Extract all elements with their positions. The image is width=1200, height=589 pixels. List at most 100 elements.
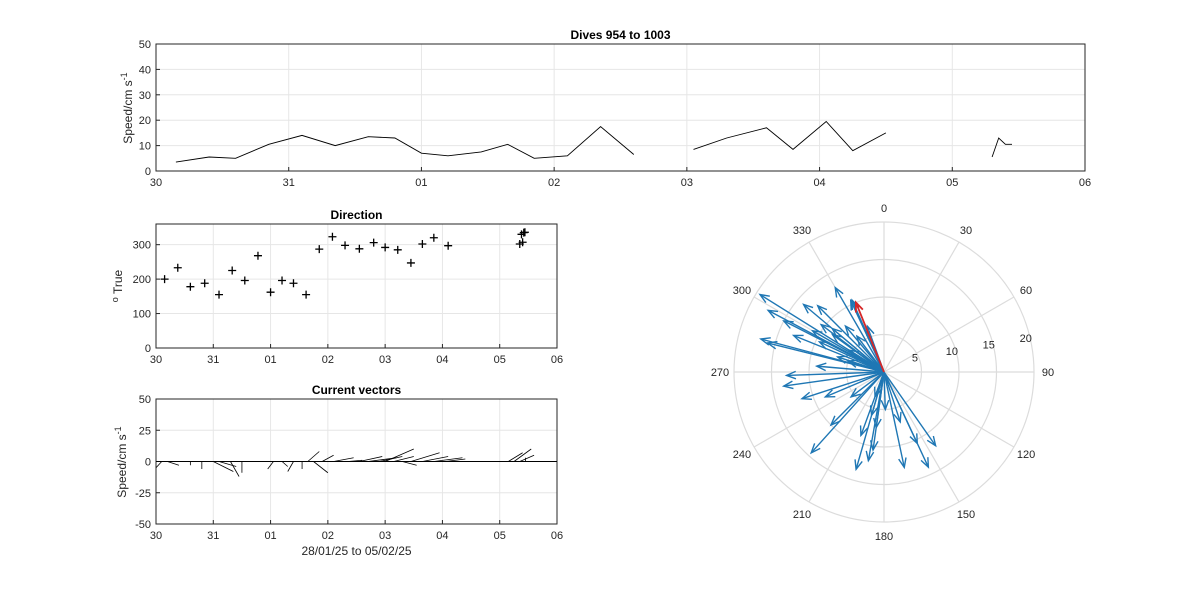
direction-point [278, 276, 287, 285]
polar-panel: 0 30 60 90 120 150 180 210 240 270 300 330 5 10 15 20 [711, 203, 1054, 543]
compass-vector-head [880, 399, 890, 412]
direction-point [355, 244, 364, 253]
compass-vector [812, 330, 885, 373]
x-tick-label: 01 [264, 354, 276, 366]
current-stick [445, 458, 466, 462]
compass-vector-head [920, 457, 930, 469]
current-stick [155, 461, 163, 469]
compass-vector-head [791, 334, 804, 343]
x-tick-label: 01 [264, 530, 276, 542]
theta-tick-label: 0 [881, 203, 887, 215]
current-stick [359, 456, 383, 462]
compass-vector [883, 371, 918, 444]
x-tick-label: 31 [207, 354, 219, 366]
y-tick-label: 100 [133, 309, 151, 321]
speed-line-segment [175, 126, 635, 163]
y-tick-label: 0 [145, 457, 151, 469]
y-tick-label: 40 [139, 64, 151, 76]
current-stick [513, 448, 532, 462]
compass-vector-head [823, 389, 836, 398]
current-stick [218, 461, 237, 467]
direction-point [200, 279, 209, 288]
current-stick [313, 461, 329, 474]
current-stick [307, 451, 320, 462]
current-stick [433, 457, 463, 462]
compass-vector-head [759, 337, 771, 346]
direction-point [215, 290, 224, 299]
current-stick [230, 461, 240, 477]
speed-line-segment [693, 120, 887, 152]
direction-point [328, 232, 337, 241]
direction-point [289, 279, 298, 288]
theta-tick-label: 270 [711, 367, 729, 379]
y-axis-label-superscript: -1 [119, 72, 129, 80]
chart-title: Dives 954 to 1003 [570, 28, 670, 42]
direction-point [406, 258, 415, 267]
mean-vector [855, 302, 885, 373]
compass-vector [867, 371, 885, 461]
vectors-panel: 30 31 01 02 03 04 05 06 -50 -25 0 25 50 Current vecto… [113, 383, 563, 558]
theta-tick-label: 90 [1042, 367, 1054, 379]
y-tick-label: -50 [135, 519, 151, 531]
compass-vector [825, 371, 885, 398]
direction-point [228, 266, 237, 275]
x-tick-label: 02 [548, 177, 560, 189]
compass-vector [767, 342, 885, 373]
compass-vector-head [849, 387, 861, 398]
current-stick [213, 461, 234, 472]
compass-vector [786, 371, 885, 377]
x-tick-label: 03 [379, 354, 391, 366]
y-axis-label: Speed/cm s-1 [113, 426, 129, 497]
direction-point [369, 238, 378, 247]
compass-vector-head [784, 370, 797, 380]
current-stick [410, 452, 440, 462]
compass-vector-head [810, 329, 823, 340]
x-tick-label: 04 [813, 177, 825, 189]
x-tick-label: 06 [551, 354, 563, 366]
x-tick-label: 31 [283, 177, 295, 189]
direction-point [186, 282, 195, 291]
compass-vector-head [893, 411, 902, 424]
compass-vector-head [814, 362, 827, 372]
current-stick [347, 459, 363, 462]
direction-point [518, 238, 527, 247]
chart-title: Current vectors [312, 383, 402, 397]
x-tick-label: 05 [494, 354, 506, 366]
direction-point [160, 275, 169, 284]
theta-tick-label: 120 [1017, 449, 1035, 461]
x-tick-label: 03 [379, 530, 391, 542]
theta-tick-label: 240 [733, 449, 751, 461]
x-tick-label: 31 [207, 530, 219, 542]
y-axis-label: o True [110, 270, 125, 303]
x-tick-label: 04 [436, 354, 448, 366]
direction-point [302, 290, 311, 299]
y-tick-label: 0 [145, 343, 151, 355]
compass-vector [801, 371, 885, 400]
compass-vector-head [898, 457, 907, 470]
y-tick-label: 300 [133, 240, 151, 252]
compass-vector [817, 305, 885, 373]
compass-vector-head [854, 459, 863, 472]
compass-vector-head [829, 415, 841, 427]
x-tick-label: 05 [494, 530, 506, 542]
direction-point [381, 243, 390, 252]
compass-vector [860, 371, 885, 436]
x-tick-label: 06 [551, 530, 563, 542]
direction-point [253, 251, 262, 260]
compass-vector [831, 328, 885, 373]
compass-vector-head [909, 433, 919, 446]
y-tick-label: 50 [139, 394, 151, 406]
theta-tick-label: 330 [793, 225, 811, 237]
compass-vector-head [781, 380, 794, 390]
y-tick-label: 10 [139, 141, 151, 153]
direction-point [341, 241, 350, 250]
current-stick [508, 452, 523, 462]
compass-vector-head [866, 324, 875, 337]
compass-vector-head [817, 341, 830, 350]
compass-vector-head [816, 304, 828, 316]
current-stick [333, 457, 354, 462]
y-axis-label-text: Speed/cm s [121, 80, 135, 143]
direction-point [429, 233, 438, 242]
compass-vector-head [766, 309, 779, 319]
theta-tick-label: 60 [1020, 285, 1032, 297]
